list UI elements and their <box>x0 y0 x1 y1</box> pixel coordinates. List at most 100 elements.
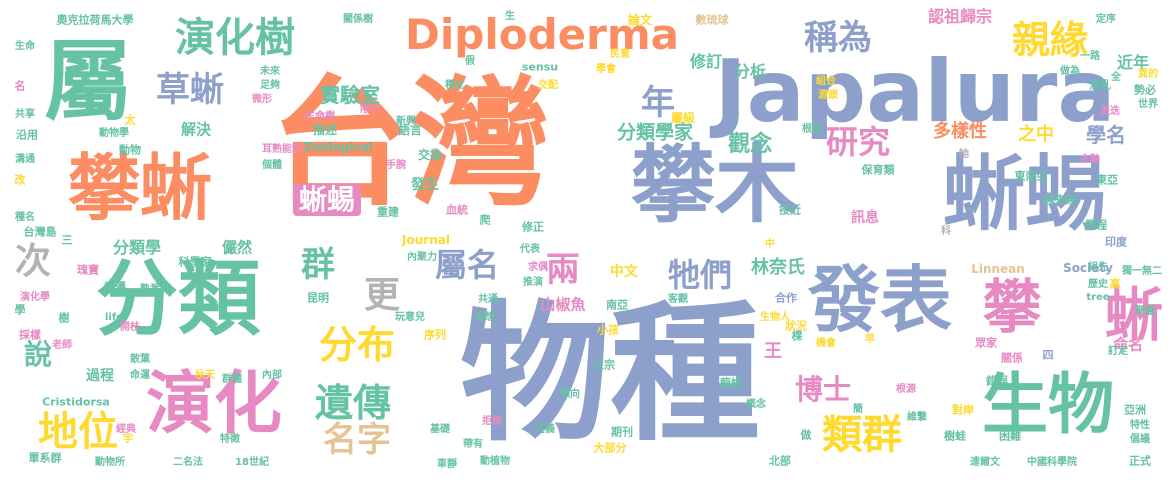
word: 南亞 <box>606 298 628 312</box>
word: 數琉球 <box>695 13 729 27</box>
word: 北部 <box>769 454 791 468</box>
word: 特徵 <box>220 434 240 445</box>
word: 理想 <box>475 312 495 323</box>
word: 生 <box>505 11 515 22</box>
word: 觀念 <box>727 132 773 157</box>
word: 大部分 <box>593 441 627 455</box>
word: 錯誤 <box>986 374 1008 388</box>
word: 台灣島 <box>23 225 57 239</box>
word: 生命樹 <box>305 111 335 122</box>
word: 種名 <box>15 212 35 223</box>
word: 王 <box>764 341 782 362</box>
word: 維繫 <box>907 412 927 423</box>
word: 一路 <box>1080 51 1100 62</box>
word: 分類學 <box>112 238 162 257</box>
word: 狀況 <box>785 319 807 333</box>
word: 中文 <box>610 264 638 280</box>
word: 保育類 <box>861 163 895 177</box>
word: 稱為 <box>804 18 872 58</box>
word: Diploderma <box>405 10 679 59</box>
word: 攀蜥 <box>67 146 213 230</box>
word: 源頭 <box>818 90 838 101</box>
word: 關係樹 <box>343 14 373 25</box>
word: 代表 <box>520 244 540 255</box>
word: 次 <box>14 241 52 282</box>
word: 組先 <box>1088 262 1108 273</box>
word: 改 <box>14 173 26 187</box>
word: 全 <box>1111 72 1121 83</box>
word: 高 <box>1109 277 1121 291</box>
word: 熟悉 <box>140 284 160 295</box>
word: 交配 <box>538 80 558 91</box>
word: 發表 <box>807 258 953 342</box>
word: 宇 <box>123 434 133 445</box>
word: 玩意兒 <box>395 312 425 323</box>
word: 語言 <box>397 123 423 137</box>
word: 階層 <box>1135 306 1155 317</box>
word: Cristidorsa <box>42 395 110 409</box>
word: 經典 <box>116 424 136 435</box>
word: 三 <box>61 233 73 247</box>
word: 傾向 <box>560 389 580 400</box>
word: 耳熟能詳 <box>262 144 302 155</box>
word: 正宗 <box>593 358 615 372</box>
word: 棵 <box>791 329 803 343</box>
word: 過程 <box>86 368 114 384</box>
word: 關係 <box>1001 351 1023 365</box>
word: 龍蜥 <box>720 376 742 390</box>
word: Journal <box>402 233 450 247</box>
word: 動物學 <box>99 128 129 139</box>
word: 印度 <box>1105 235 1127 249</box>
word: 學 <box>14 303 26 317</box>
word: 沿用 <box>16 128 38 142</box>
word: 解決 <box>180 120 212 139</box>
word: 中 <box>765 239 775 250</box>
word: 單系群 <box>28 451 62 465</box>
word: 18世紀 <box>235 457 269 468</box>
word: 老師 <box>52 340 72 351</box>
word: 分類 <box>95 252 261 347</box>
word: 蜥蜴 <box>292 184 362 216</box>
word: 命運 <box>130 370 150 381</box>
word: 演化 <box>145 365 283 444</box>
word: 動物 <box>119 143 141 157</box>
word: Japalura <box>714 42 1116 142</box>
word: 發生 <box>411 177 439 193</box>
word: 困難 <box>999 429 1021 443</box>
word: 微形 <box>252 94 272 105</box>
word: 東亞 <box>1096 173 1118 187</box>
word: 學會 <box>596 64 616 75</box>
word: 概念 <box>746 399 766 410</box>
word: 生物 <box>982 366 1114 443</box>
word: 歷史 <box>1088 279 1108 290</box>
word: 倡議 <box>1130 434 1150 445</box>
word: 早 <box>865 334 875 345</box>
word: 太 <box>124 113 136 127</box>
word: 個體 <box>262 160 282 171</box>
word: 描述 <box>312 123 338 137</box>
word: 科 <box>941 226 951 237</box>
word: 組合 <box>816 76 836 87</box>
word: 訂定 <box>1108 346 1128 357</box>
word: 定序 <box>1096 14 1116 25</box>
word: 林奈氏 <box>751 257 805 278</box>
word: 科學家 <box>178 255 212 269</box>
word: 採樣 <box>19 328 41 342</box>
word: 命名 <box>1112 335 1144 354</box>
word: 認祖歸宗 <box>927 7 993 26</box>
word: 接近 <box>779 203 801 217</box>
word: 內聚力 <box>407 252 437 263</box>
word: 對岸 <box>952 403 974 417</box>
word: 混亂 <box>1089 78 1111 92</box>
word: 山椒魚 <box>540 295 586 314</box>
word: 序列 <box>424 328 446 342</box>
word: 四 <box>1042 348 1054 362</box>
word: 種化 <box>445 80 465 91</box>
word: 歷程 <box>1085 218 1107 232</box>
word: life <box>105 312 123 323</box>
word: 客觀 <box>668 294 688 305</box>
word: 簡 <box>853 404 863 415</box>
word: 內部 <box>262 370 282 381</box>
word: 分布 <box>318 323 396 367</box>
